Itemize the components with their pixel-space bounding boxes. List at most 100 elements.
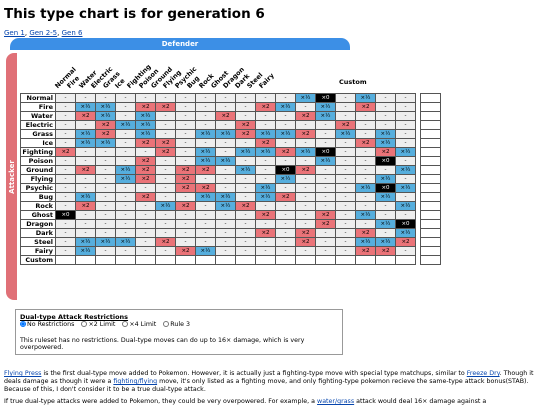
custom-cell[interactable] <box>375 255 396 265</box>
water-grass-link[interactable]: water/grass <box>317 398 355 405</box>
effectiveness-cell: ×½ <box>335 129 356 139</box>
effectiveness-cell: ×2 <box>335 120 356 130</box>
effectiveness-cell: - <box>175 102 196 112</box>
custom-cell[interactable] <box>420 201 441 211</box>
radio-2x-limit[interactable] <box>81 321 88 327</box>
custom-cell[interactable] <box>235 255 256 265</box>
effectiveness-cell: - <box>295 246 316 256</box>
custom-cell[interactable] <box>420 93 441 103</box>
effectiveness-cell: - <box>55 174 76 184</box>
effectiveness-cell: - <box>255 201 276 211</box>
effectiveness-cell: - <box>275 228 296 238</box>
custom-cell[interactable] <box>420 237 441 247</box>
effectiveness-cell: - <box>115 246 136 256</box>
effectiveness-cell: - <box>395 246 416 256</box>
custom-cell[interactable] <box>420 255 441 265</box>
custom-cell[interactable] <box>420 174 441 184</box>
effectiveness-cell: ×½ <box>315 156 336 166</box>
custom-cell[interactable] <box>420 228 441 238</box>
effectiveness-cell: - <box>235 174 256 184</box>
custom-cell[interactable] <box>420 102 441 112</box>
effectiveness-cell: - <box>135 246 156 256</box>
effectiveness-cell: - <box>95 183 116 193</box>
gen-2-5-link[interactable]: Gen 2-5 <box>29 29 58 37</box>
effectiveness-cell: - <box>335 201 356 211</box>
effectiveness-cell: ×½ <box>195 156 216 166</box>
gen-6-link[interactable]: Gen 6 <box>61 29 83 37</box>
effectiveness-cell: - <box>275 138 296 148</box>
custom-cell[interactable] <box>355 255 376 265</box>
radio-no-restrictions[interactable] <box>20 321 26 327</box>
attacker-type-label: Fighting <box>20 147 56 157</box>
effectiveness-cell: - <box>335 174 356 184</box>
custom-cell[interactable] <box>420 147 441 157</box>
custom-cell[interactable] <box>420 165 441 175</box>
custom-cell[interactable] <box>255 255 276 265</box>
option-2x-limit[interactable]: ×2 Limit <box>81 321 115 328</box>
option-rule-3[interactable]: Rule 3 <box>163 321 190 328</box>
custom-cell[interactable] <box>420 129 441 139</box>
custom-cell[interactable] <box>295 255 316 265</box>
custom-cell[interactable] <box>420 183 441 193</box>
custom-cell[interactable] <box>195 255 216 265</box>
custom-cell[interactable] <box>420 111 441 121</box>
effectiveness-cell: - <box>75 219 96 229</box>
effectiveness-cell: - <box>135 147 156 157</box>
custom-cell[interactable] <box>420 246 441 256</box>
effectiveness-cell: ×½ <box>395 228 416 238</box>
effectiveness-cell: - <box>375 111 396 121</box>
effectiveness-cell: - <box>215 174 236 184</box>
effectiveness-cell: - <box>395 192 416 202</box>
effectiveness-cell: ×½ <box>315 102 336 112</box>
custom-cell[interactable] <box>420 192 441 202</box>
effectiveness-cell: - <box>55 120 76 130</box>
custom-cell[interactable] <box>55 255 76 265</box>
effectiveness-cell: ×2 <box>295 129 316 139</box>
custom-cell[interactable] <box>275 255 296 265</box>
attacker-type-label: Poison <box>20 156 56 166</box>
custom-cell[interactable] <box>420 156 441 166</box>
effectiveness-cell: - <box>95 228 116 238</box>
fighting-flying-link[interactable]: fighting/flying <box>113 378 158 386</box>
custom-cell[interactable] <box>115 255 136 265</box>
option-4x-limit[interactable]: ×4 Limit <box>122 321 156 328</box>
effectiveness-cell: ×½ <box>255 192 276 202</box>
effectiveness-cell: - <box>75 228 96 238</box>
custom-cell[interactable] <box>420 219 441 229</box>
effectiveness-cell: ×½ <box>95 111 116 121</box>
custom-cell[interactable] <box>75 255 96 265</box>
effectiveness-cell: - <box>395 174 416 184</box>
flying-press-link[interactable]: Flying Press <box>4 370 42 377</box>
custom-cell[interactable] <box>95 255 116 265</box>
effectiveness-cell: - <box>115 201 136 211</box>
table-row: Ghost ×0- - - - - - - - - ×2- - ×2- ×½ - - <box>20 210 441 220</box>
freeze-dry-link[interactable]: Freeze Dry <box>466 370 500 377</box>
effectiveness-cell: - <box>175 237 196 247</box>
effectiveness-cell: - <box>75 156 96 166</box>
option-no-restrictions[interactable]: No Restrictions <box>20 321 74 328</box>
attacker-type-label: Electric <box>20 120 56 130</box>
custom-cell[interactable] <box>135 255 156 265</box>
effectiveness-cell: - <box>115 147 136 157</box>
effectiveness-cell: ×½ <box>255 147 276 157</box>
custom-cell[interactable] <box>215 255 236 265</box>
custom-cell[interactable] <box>420 120 441 130</box>
radio-rule-3[interactable] <box>163 321 170 327</box>
effectiveness-cell: - <box>95 156 116 166</box>
custom-cell[interactable] <box>335 255 356 265</box>
radio-4x-limit[interactable] <box>122 321 129 327</box>
effectiveness-cell: - <box>215 219 236 229</box>
custom-cell[interactable] <box>315 255 336 265</box>
effectiveness-cell: - <box>195 210 216 220</box>
effectiveness-cell: - <box>175 210 196 220</box>
effectiveness-cell: - <box>335 237 356 247</box>
attacker-type-label: Fairy <box>20 246 56 256</box>
custom-cell[interactable] <box>155 255 176 265</box>
effectiveness-cell: ×½ <box>215 201 236 211</box>
gen-1-link[interactable]: Gen 1 <box>4 29 25 37</box>
effectiveness-cell: - <box>315 165 336 175</box>
custom-cell[interactable] <box>420 138 441 148</box>
custom-cell[interactable] <box>175 255 196 265</box>
custom-cell[interactable] <box>420 210 441 220</box>
custom-cell[interactable] <box>395 255 416 265</box>
